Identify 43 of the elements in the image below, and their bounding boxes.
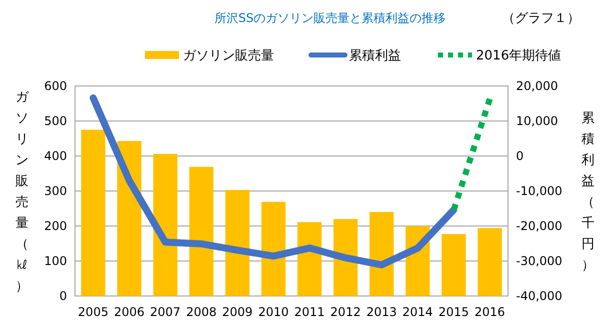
y-tick-label: 0 <box>59 289 67 304</box>
x-tick-label: 2014 <box>402 305 433 319</box>
bar <box>370 212 394 296</box>
legend-label: 2016年期待値 <box>476 48 562 64</box>
bar <box>189 166 214 296</box>
y-tick-label: 600 <box>44 79 67 94</box>
y2-tick-label: 20,000 <box>516 79 558 94</box>
bar <box>225 190 250 296</box>
y2-tick-label: 10,000 <box>516 114 558 128</box>
y2-tick-label: -40,000 <box>516 289 562 304</box>
bar <box>261 202 286 296</box>
y2-tick-label: -10,000 <box>516 184 562 198</box>
x-tick-label: 2013 <box>366 305 397 319</box>
y2-tick-label: -20,000 <box>516 219 562 234</box>
legend-label: 累積利益 <box>349 48 401 64</box>
x-tick-label: 2008 <box>186 305 217 319</box>
x-tick-label: 2005 <box>78 305 108 319</box>
chart-title: 所沢SSのガソリン販売量と累積利益の推移 <box>214 11 446 25</box>
x-tick-label: 2010 <box>258 305 289 319</box>
legend-label: ガソリン販売量 <box>183 48 274 64</box>
bar <box>153 154 178 296</box>
y-tick-label: 100 <box>44 254 67 268</box>
x-tick-label: 2011 <box>294 305 325 319</box>
text: ガソリン販売量（㎘） <box>16 90 28 294</box>
x-tick-label: 2015 <box>438 305 470 319</box>
y-tick-label: 200 <box>44 219 67 234</box>
x-tick-label: 2007 <box>150 305 181 319</box>
y2-tick-label: 0 <box>516 149 524 164</box>
bar <box>81 130 106 296</box>
text: （グラフ１） <box>502 11 580 26</box>
bar <box>297 222 322 296</box>
y-tick-label: 500 <box>44 114 67 128</box>
bar <box>334 219 358 296</box>
y-tick-label: 400 <box>44 149 67 164</box>
x-tick-label: 2016 <box>474 305 506 319</box>
x-tick-label: 2009 <box>222 305 253 319</box>
x-tick-label: 2006 <box>114 305 145 319</box>
x-tick-label: 2012 <box>330 305 361 319</box>
bar <box>478 228 502 296</box>
y2-axis-title: 累積利益（千円） <box>582 111 594 274</box>
y-tick-label: 300 <box>44 184 67 198</box>
bar <box>442 234 466 296</box>
y2-tick-label: -30,000 <box>516 254 562 268</box>
